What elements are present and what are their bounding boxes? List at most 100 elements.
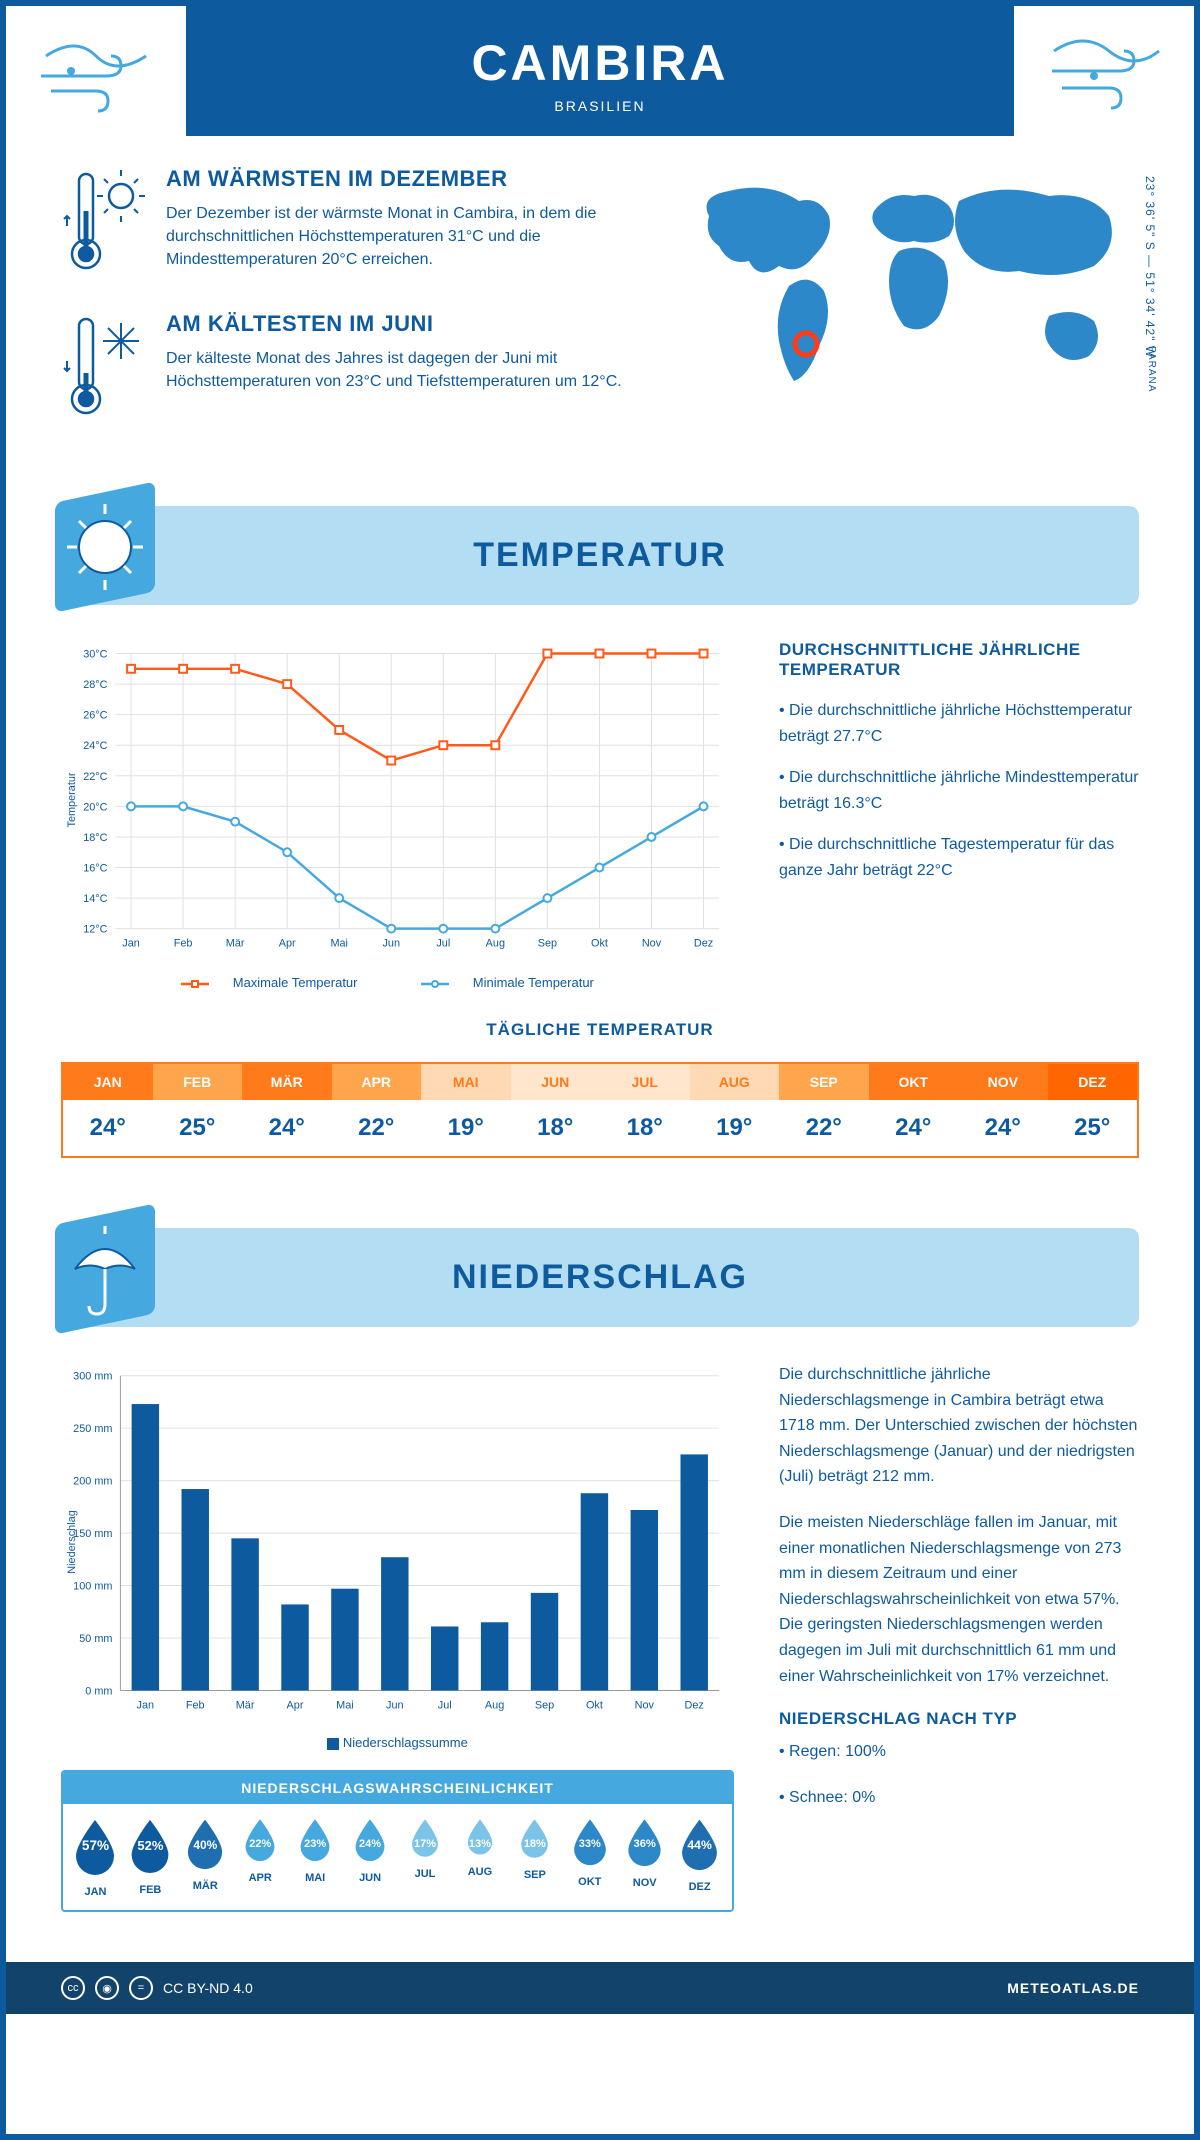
temp-summary-heading: DURCHSCHNITTLICHE JÄHRLICHE TEMPERATUR [779,640,1139,680]
svg-text:Mär: Mär [226,937,245,949]
coldest-block: AM KÄLTESTEN IM JUNI Der kälteste Monat … [61,311,639,426]
raindrop-icon: 40% [182,1816,228,1870]
svg-text:Jun: Jun [386,1699,404,1711]
svg-text:Nov: Nov [642,937,662,949]
svg-text:100 mm: 100 mm [73,1581,112,1593]
raindrop-icon: 24% [351,1816,389,1862]
umbrella-icon [55,1203,155,1334]
svg-text:Feb: Feb [174,937,193,949]
svg-text:Jan: Jan [122,937,140,949]
svg-text:Dez: Dez [685,1699,704,1711]
sun-icon [55,481,155,612]
svg-text:Apr: Apr [287,1699,304,1711]
coordinates-label: 23° 36' 5" S — 51° 34' 42" W [1143,176,1157,358]
svg-text:Okt: Okt [586,1699,603,1711]
header-band: CAMBIRA BRASILIEN [186,6,1014,136]
raindrop-icon: 36% [623,1816,666,1867]
svg-text:Temperatur: Temperatur [66,772,78,827]
raindrop-icon: 22% [241,1816,279,1862]
svg-text:16°C: 16°C [83,862,107,874]
temp-table-col: SEP 22° [779,1064,869,1156]
wind-icon [1044,26,1164,116]
svg-text:Feb: Feb [186,1699,205,1711]
temp-table-col: JUN 18° [511,1064,601,1156]
svg-text:20°C: 20°C [83,801,107,813]
prob-col: 13% AUG [453,1816,506,1904]
svg-text:200 mm: 200 mm [73,1476,112,1488]
cc-icon: cc [61,1976,85,2000]
prob-col: 52% FEB [124,1816,177,1904]
warmest-heading: AM WÄRMSTEN IM DEZEMBER [166,166,639,192]
page-subtitle: BRASILIEN [186,98,1014,114]
warmest-body: Der Dezember ist der wärmste Monat in Ca… [166,202,639,272]
prob-col: 57% JAN [69,1816,122,1904]
svg-text:0 mm: 0 mm [85,1685,112,1697]
svg-text:150 mm: 150 mm [73,1528,112,1540]
svg-text:Aug: Aug [486,937,505,949]
page-title: CAMBIRA [186,34,1014,92]
temperature-heading: TEMPERATUR [61,536,1139,575]
precipitation-probability-table: NIEDERSCHLAGSWAHRSCHEINLICHKEIT 57% JAN … [61,1770,734,1912]
svg-text:Okt: Okt [591,937,608,949]
footer-bar: cc ◉ = CC BY-ND 4.0 METEOATLAS.DE [6,1962,1194,2014]
precip-type-snow: • Schnee: 0% [779,1785,1139,1811]
wind-icon [36,26,156,116]
svg-text:Sep: Sep [538,937,557,949]
prob-col: 24% JUN [344,1816,397,1904]
prob-heading: NIEDERSCHLAGSWAHRSCHEINLICHKEIT [63,1772,732,1804]
svg-text:Dez: Dez [694,937,713,949]
svg-text:26°C: 26°C [83,710,107,722]
svg-text:Nov: Nov [635,1699,655,1711]
precipitation-summary-text: Die durchschnittliche jährliche Niedersc… [779,1362,1139,1912]
infographic-frame: CAMBIRA BRASILIEN AM WÄR [0,0,1200,2140]
temperature-banner: TEMPERATUR [61,506,1139,605]
raindrop-icon: 44% [676,1816,723,1871]
temp-table-col: AUG 19° [690,1064,780,1156]
by-icon: ◉ [95,1976,119,2000]
prob-col: 17% JUL [399,1816,452,1904]
temp-bullet: • Die durchschnittliche jährliche Höchst… [779,698,1139,749]
license-label: CC BY-ND 4.0 [163,1980,253,1996]
warmest-block: AM WÄRMSTEN IM DEZEMBER Der Dezember ist… [61,166,639,281]
thermometer-cold-icon [61,311,146,426]
raindrop-icon: 13% [464,1816,496,1856]
svg-text:18°C: 18°C [83,832,107,844]
svg-text:Jan: Jan [137,1699,155,1711]
prob-col: 22% APR [234,1816,287,1904]
brand-label: METEOATLAS.DE [1007,1980,1139,1996]
svg-text:Mai: Mai [330,937,348,949]
license-block: cc ◉ = CC BY-ND 4.0 [61,1976,253,2000]
raindrop-icon: 52% [125,1816,175,1874]
temperature-summary-text: DURCHSCHNITTLICHE JÄHRLICHE TEMPERATUR •… [779,640,1139,990]
svg-text:Mär: Mär [236,1699,255,1711]
prob-col: 40% MÄR [179,1816,232,1904]
nd-icon: = [129,1976,153,2000]
svg-text:12°C: 12°C [83,924,107,936]
temp-table-col: OKT 24° [869,1064,959,1156]
svg-text:14°C: 14°C [83,893,107,905]
temp-table-col: MÄR 24° [242,1064,332,1156]
coldest-heading: AM KÄLTESTEN IM JUNI [166,311,639,337]
temp-bullet: • Die durchschnittliche jährliche Mindes… [779,765,1139,816]
raindrop-icon: 17% [408,1816,442,1858]
temp-table-col: MAI 19° [421,1064,511,1156]
daily-temp-heading: TÄGLICHE TEMPERATUR [61,1020,1139,1040]
svg-text:22°C: 22°C [83,771,107,783]
raindrop-icon: 18% [517,1816,552,1859]
line-chart-legend: Maximale Temperatur Minimale Temperatur [61,965,734,990]
prob-col: 18% SEP [508,1816,561,1904]
temp-table-col: JUL 18° [600,1064,690,1156]
region-label: PARANA [1146,346,1157,392]
raindrop-icon: 57% [69,1816,121,1876]
world-map-block: 23° 36' 5" S — 51° 34' 42" W PARANA [679,166,1139,456]
temp-bullet: • Die durchschnittliche Tagestemperatur … [779,832,1139,883]
precip-type-heading: NIEDERSCHLAG NACH TYP [779,1709,1139,1729]
svg-text:300 mm: 300 mm [73,1371,112,1383]
temperature-line-chart: 12°C14°C16°C18°C20°C22°C24°C26°C28°C30°C… [61,640,734,990]
svg-text:250 mm: 250 mm [73,1423,112,1435]
bar-chart-legend: Niederschlagssumme [61,1727,734,1770]
temp-table-col: JAN 24° [63,1064,153,1156]
svg-text:Niederschlag: Niederschlag [66,1510,78,1573]
precipitation-heading: NIEDERSCHLAG [61,1258,1139,1297]
svg-text:50 mm: 50 mm [79,1633,112,1645]
